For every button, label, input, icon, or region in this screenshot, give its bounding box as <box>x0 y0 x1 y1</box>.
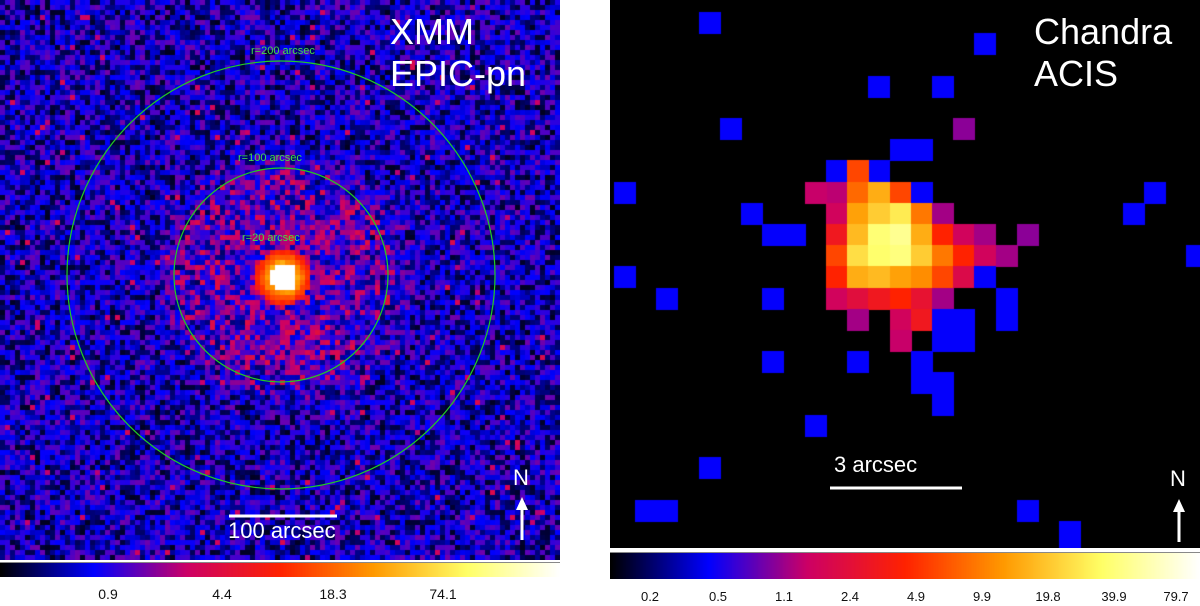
circle-label-r200: r=200 arcsec <box>251 45 315 57</box>
chandra-colorbar-tick: 39.9 <box>1101 589 1127 604</box>
chandra-count-map <box>610 0 1200 548</box>
xmm-colorbar-tick: 4.4 <box>212 586 232 602</box>
xmm-colorbar-tick: 74.1 <box>429 586 457 602</box>
chandra-colorbar-tick: 79.7 <box>1163 589 1189 604</box>
chandra-colorbar-tick: 4.9 <box>906 589 926 604</box>
arrow-up-icon <box>516 497 528 540</box>
chandra-colorbar-tick: 19.8 <box>1035 589 1061 604</box>
chandra-colorbar-tick: 9.9 <box>972 589 992 604</box>
arrow-up-icon <box>1173 499 1185 542</box>
xmm-count-map <box>0 0 560 560</box>
chandra-colorbar-tick: 0.2 <box>640 589 660 604</box>
chandra-image-panel: Chandra ACIS 3 arcsec N <box>610 0 1200 548</box>
chandra-title-line1: Chandra <box>1034 11 1173 52</box>
circle-label-r100: r=100 arcsec <box>238 152 302 164</box>
xmm-title-line2: EPIC-pn <box>390 53 527 94</box>
chandra-colorbar-gradient <box>610 552 1200 579</box>
xmm-colorbar-tick: 18.3 <box>319 586 347 602</box>
chandra-colorbar-tick: 0.5 <box>708 589 728 604</box>
chandra-scale-label: 3 arcsec <box>834 452 918 477</box>
chandra-colorbar-tick: 1.1 <box>774 589 794 604</box>
circle-r200 <box>66 60 496 490</box>
xmm-title-line1: XMM <box>390 11 474 52</box>
circle-r100 <box>173 167 389 383</box>
xmm-colorbar: 0.9 4.4 18.3 74.1 <box>0 562 560 606</box>
circle-label-r20: r=20 arcsec <box>242 232 300 244</box>
chandra-north-label: N <box>1170 466 1186 491</box>
chandra-colorbar: 0.2 0.5 1.1 2.4 4.9 9.9 19.8 39.9 79.7 <box>610 552 1200 606</box>
xmm-colorbar-tick: 0.9 <box>98 586 118 602</box>
chandra-colorbar-tick: 2.4 <box>840 589 860 604</box>
xmm-circle-overlay: r=200 arcsec r=100 arcsec r=20 arcsec <box>66 45 528 540</box>
xmm-north-label: N <box>513 465 529 490</box>
xmm-scale-label: 100 arcsec <box>228 518 336 543</box>
chandra-overlay <box>830 486 1185 542</box>
xmm-colorbar-gradient <box>0 562 560 577</box>
chandra-title-line2: ACIS <box>1034 53 1119 94</box>
xmm-image-panel: r=200 arcsec r=100 arcsec r=20 arcsec XM… <box>0 0 560 560</box>
